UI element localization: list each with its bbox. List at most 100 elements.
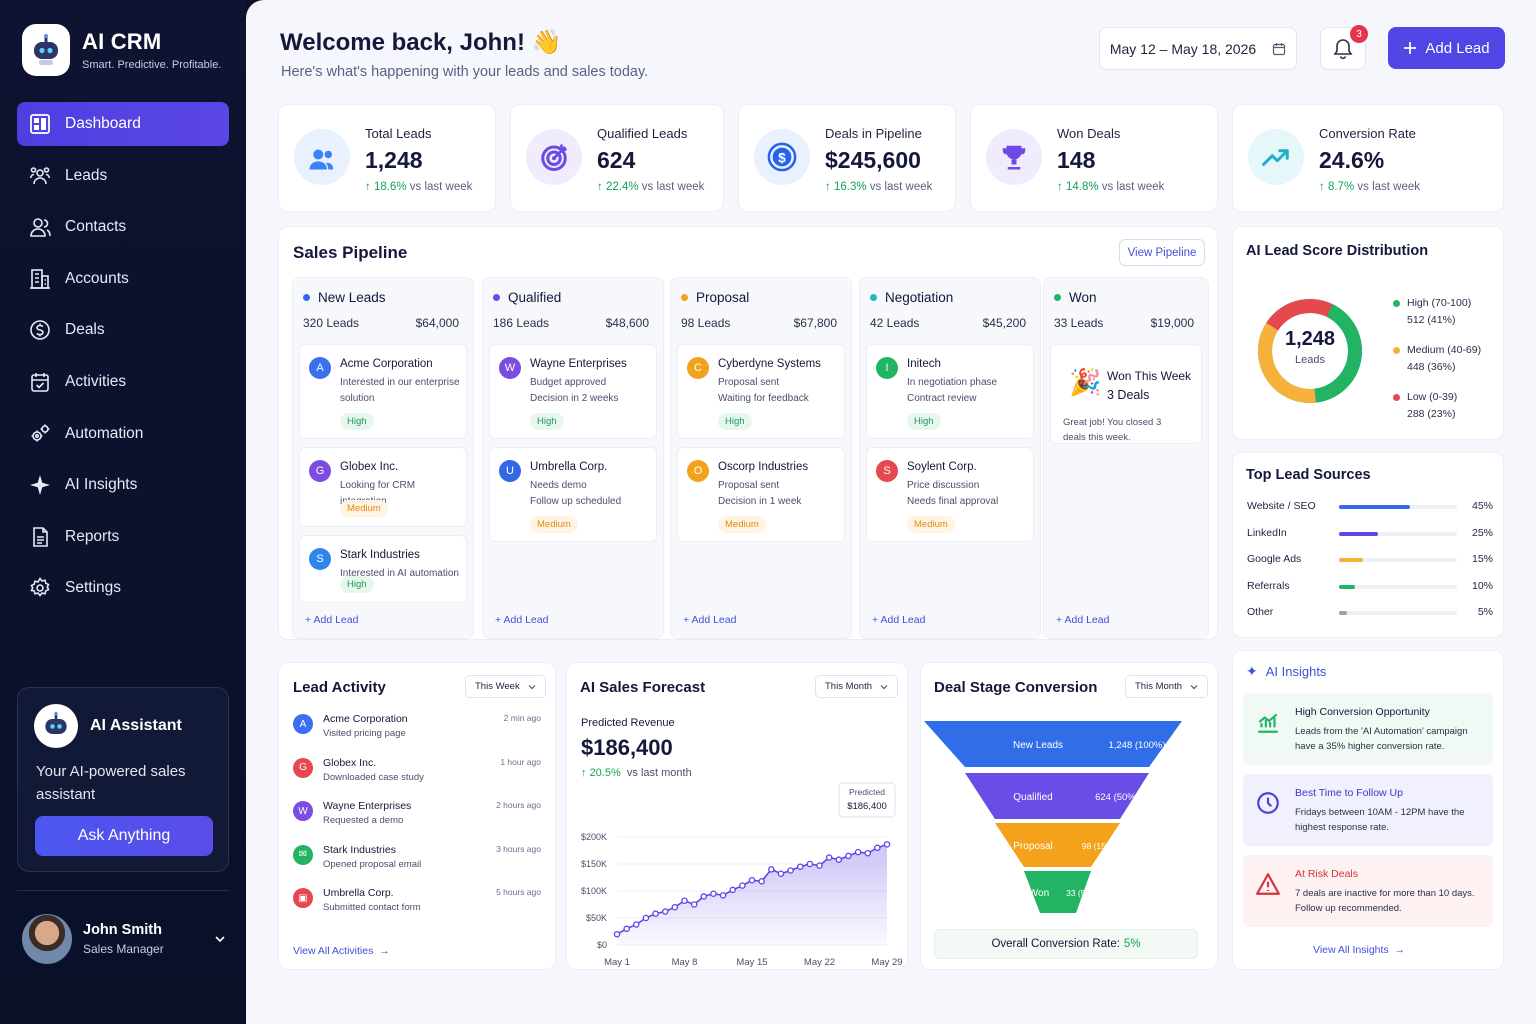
source-bar-fill: [1339, 584, 1355, 589]
view-pipeline-button[interactable]: View Pipeline: [1119, 239, 1205, 266]
lead-avatar: G: [309, 460, 331, 482]
nav-deals[interactable]: Deals: [17, 308, 229, 352]
forecast-filter-dropdown[interactable]: This Month: [815, 675, 898, 698]
lead-card[interactable]: S Stark Industries Interested in AI automa…: [299, 535, 467, 603]
activity-icon: A: [293, 714, 313, 734]
insight-description: 7 deals are inactive for more than 10 da…: [1295, 888, 1475, 914]
sales-forecast-card: AI Sales Forecast This Month Predicted R…: [566, 662, 908, 970]
activity-row[interactable]: A Acme Corporation Visited pricing page 2 m…: [293, 713, 541, 743]
activity-time: 3 hours ago: [496, 843, 541, 854]
lead-score-donut: [1258, 299, 1362, 403]
insight-card[interactable]: Best Time to Follow Up Fridays between 10…: [1243, 774, 1493, 846]
lead-card[interactable]: U Umbrella Corp. Needs demo Follow up sche…: [489, 447, 657, 542]
date-range-label: May 12 – May 18, 2026: [1109, 40, 1257, 57]
lead-card[interactable]: C Cyberdyne Systems Proposal sent Waiting …: [677, 344, 845, 439]
forecast-area: [617, 844, 887, 945]
pipeline-column: Won 33 Leads $19,000 🎉 Won This Week 3 Deals G…: [1043, 277, 1209, 639]
add-lead-link[interactable]: + Add Lead: [683, 614, 736, 626]
nav-reports[interactable]: Reports: [17, 515, 229, 559]
view-all-insights-label: View All Insights: [1313, 944, 1389, 956]
activity-filter-dropdown[interactable]: This Week: [465, 675, 546, 698]
lead-card[interactable]: S Soylent Corp. Price discussion Needs fin…: [866, 447, 1034, 542]
activity-row[interactable]: ▣ Umbrella Corp. Submitted contact form 5 h…: [293, 887, 541, 917]
nav-automation[interactable]: Automation: [17, 412, 229, 456]
insight-card[interactable]: High Conversion Opportunity Leads from th…: [1243, 693, 1493, 765]
kpi-delta: ↑ 18.6% vs last week: [365, 181, 472, 193]
nav-settings-label: Settings: [65, 579, 122, 597]
main-content: Welcome back, John! 👋 Here's what's happ…: [246, 0, 1536, 1024]
ai-assistant-card: AI Assistant Your AI-powered sales assis…: [17, 687, 229, 872]
chevron-down-icon[interactable]: [213, 932, 227, 946]
user-profile[interactable]: John Smith Sales Manager: [22, 914, 227, 964]
data-point: [845, 852, 852, 860]
avatar-initial: U: [506, 465, 514, 477]
avatar-initial: G: [315, 465, 325, 477]
lead-sources-title: Top Lead Sources: [1246, 467, 1371, 483]
data-point: [700, 893, 708, 900]
brand[interactable]: AI CRM Smart. Predictive. Profitable.: [22, 24, 221, 76]
activity-row[interactable]: W Wayne Enterprises Requested a demo 2 hour…: [293, 800, 541, 830]
lead-card[interactable]: O Oscorp Industries Proposal sent Decision…: [677, 447, 845, 542]
lead-description: Price discussion Needs final approval: [907, 480, 999, 507]
column-value: $67,800: [793, 316, 837, 330]
view-all-activities-link[interactable]: View All Activities →: [293, 945, 390, 957]
data-point: [825, 854, 833, 861]
lead-name: Globex Inc.: [340, 461, 399, 473]
chevron-down-icon: [880, 684, 888, 689]
view-all-insights-link[interactable]: View All Insights →: [1313, 944, 1405, 956]
nav-accounts[interactable]: Accounts: [17, 257, 229, 301]
kpi-delta-percent: 14.8%: [1065, 181, 1099, 193]
sparkle-icon: ✦: [1246, 663, 1258, 679]
add-lead-link[interactable]: + Add Lead: [1056, 614, 1109, 626]
activity-filter-label: This Week: [475, 681, 520, 692]
forecast-tooltip: Predicted $186,400: [838, 782, 896, 818]
lead-card[interactable]: A Acme Corporation Interested in our enter…: [299, 344, 467, 439]
source-bar-track: [1339, 611, 1457, 615]
priority-badge: High: [340, 576, 374, 593]
nav-settings[interactable]: Settings: [17, 566, 229, 610]
source-bar-track: [1339, 505, 1457, 509]
column-header: Won: [1054, 290, 1097, 305]
legend-detail: 512 (41%): [1407, 314, 1456, 326]
source-percent: 45%: [1471, 500, 1493, 512]
lead-card[interactable]: W Wayne Enterprises Budget approved Decisi…: [489, 344, 657, 439]
plus-icon: +: [872, 614, 881, 626]
add-lead-link[interactable]: + Add Lead: [872, 614, 925, 626]
data-point: [729, 886, 736, 894]
conversion-filter-dropdown[interactable]: This Month: [1125, 675, 1208, 698]
source-row: Referrals 10%: [1247, 580, 1493, 596]
legend-label: Low (0-39): [1407, 391, 1458, 403]
nav-activities[interactable]: Activities: [17, 360, 229, 404]
ai-insights-header: ✦ AI Insights: [1246, 663, 1326, 680]
lead-name: Initech: [907, 358, 941, 370]
add-lead-button[interactable]: Add Lead: [1388, 27, 1505, 69]
status-dot: [681, 294, 688, 301]
avatar-initial: C: [694, 362, 702, 374]
nav-ai-insights[interactable]: AI Insights: [17, 463, 229, 507]
nav-leads[interactable]: Leads: [17, 154, 229, 198]
x-tick-label: May 8: [672, 957, 698, 967]
insight-title: At Risk Deals: [1295, 868, 1359, 880]
activity-time: 1 hour ago: [500, 756, 541, 767]
pipeline-column: New Leads 320 Leads $64,000 A Acme Corporati…: [292, 277, 474, 639]
kpi-label: Won Deals: [1057, 126, 1121, 141]
source-row: Other 5%: [1247, 606, 1493, 622]
add-lead-link[interactable]: + Add Lead: [495, 614, 548, 626]
date-range-picker[interactable]: May 12 – May 18, 2026: [1099, 27, 1297, 70]
legend-dot: [1393, 347, 1400, 354]
activity-row[interactable]: ✉ Stark Industries Opened proposal email 3 …: [293, 844, 541, 874]
dollar-icon: $: [754, 129, 810, 185]
ask-anything-button[interactable]: Ask Anything: [35, 816, 213, 856]
data-point: [690, 901, 698, 908]
party-popper-icon: 🎉: [1069, 367, 1102, 397]
add-lead-link[interactable]: + Add Lead: [305, 614, 358, 626]
kpi-delta-percent: 16.3%: [833, 181, 867, 193]
nav-contacts[interactable]: Contacts: [17, 205, 229, 249]
avatar-initial: O: [693, 465, 703, 477]
insight-card[interactable]: At Risk Deals 7 deals are inactive for mo…: [1243, 855, 1493, 927]
activity-row[interactable]: G Globex Inc. Downloaded case study 1 hour …: [293, 757, 541, 787]
nav-dashboard[interactable]: Dashboard: [17, 102, 229, 146]
lead-card[interactable]: I Initech In negotiation phase Contract re…: [866, 344, 1034, 439]
kpi-delta-value: ↑ 8.7%: [1319, 181, 1354, 193]
